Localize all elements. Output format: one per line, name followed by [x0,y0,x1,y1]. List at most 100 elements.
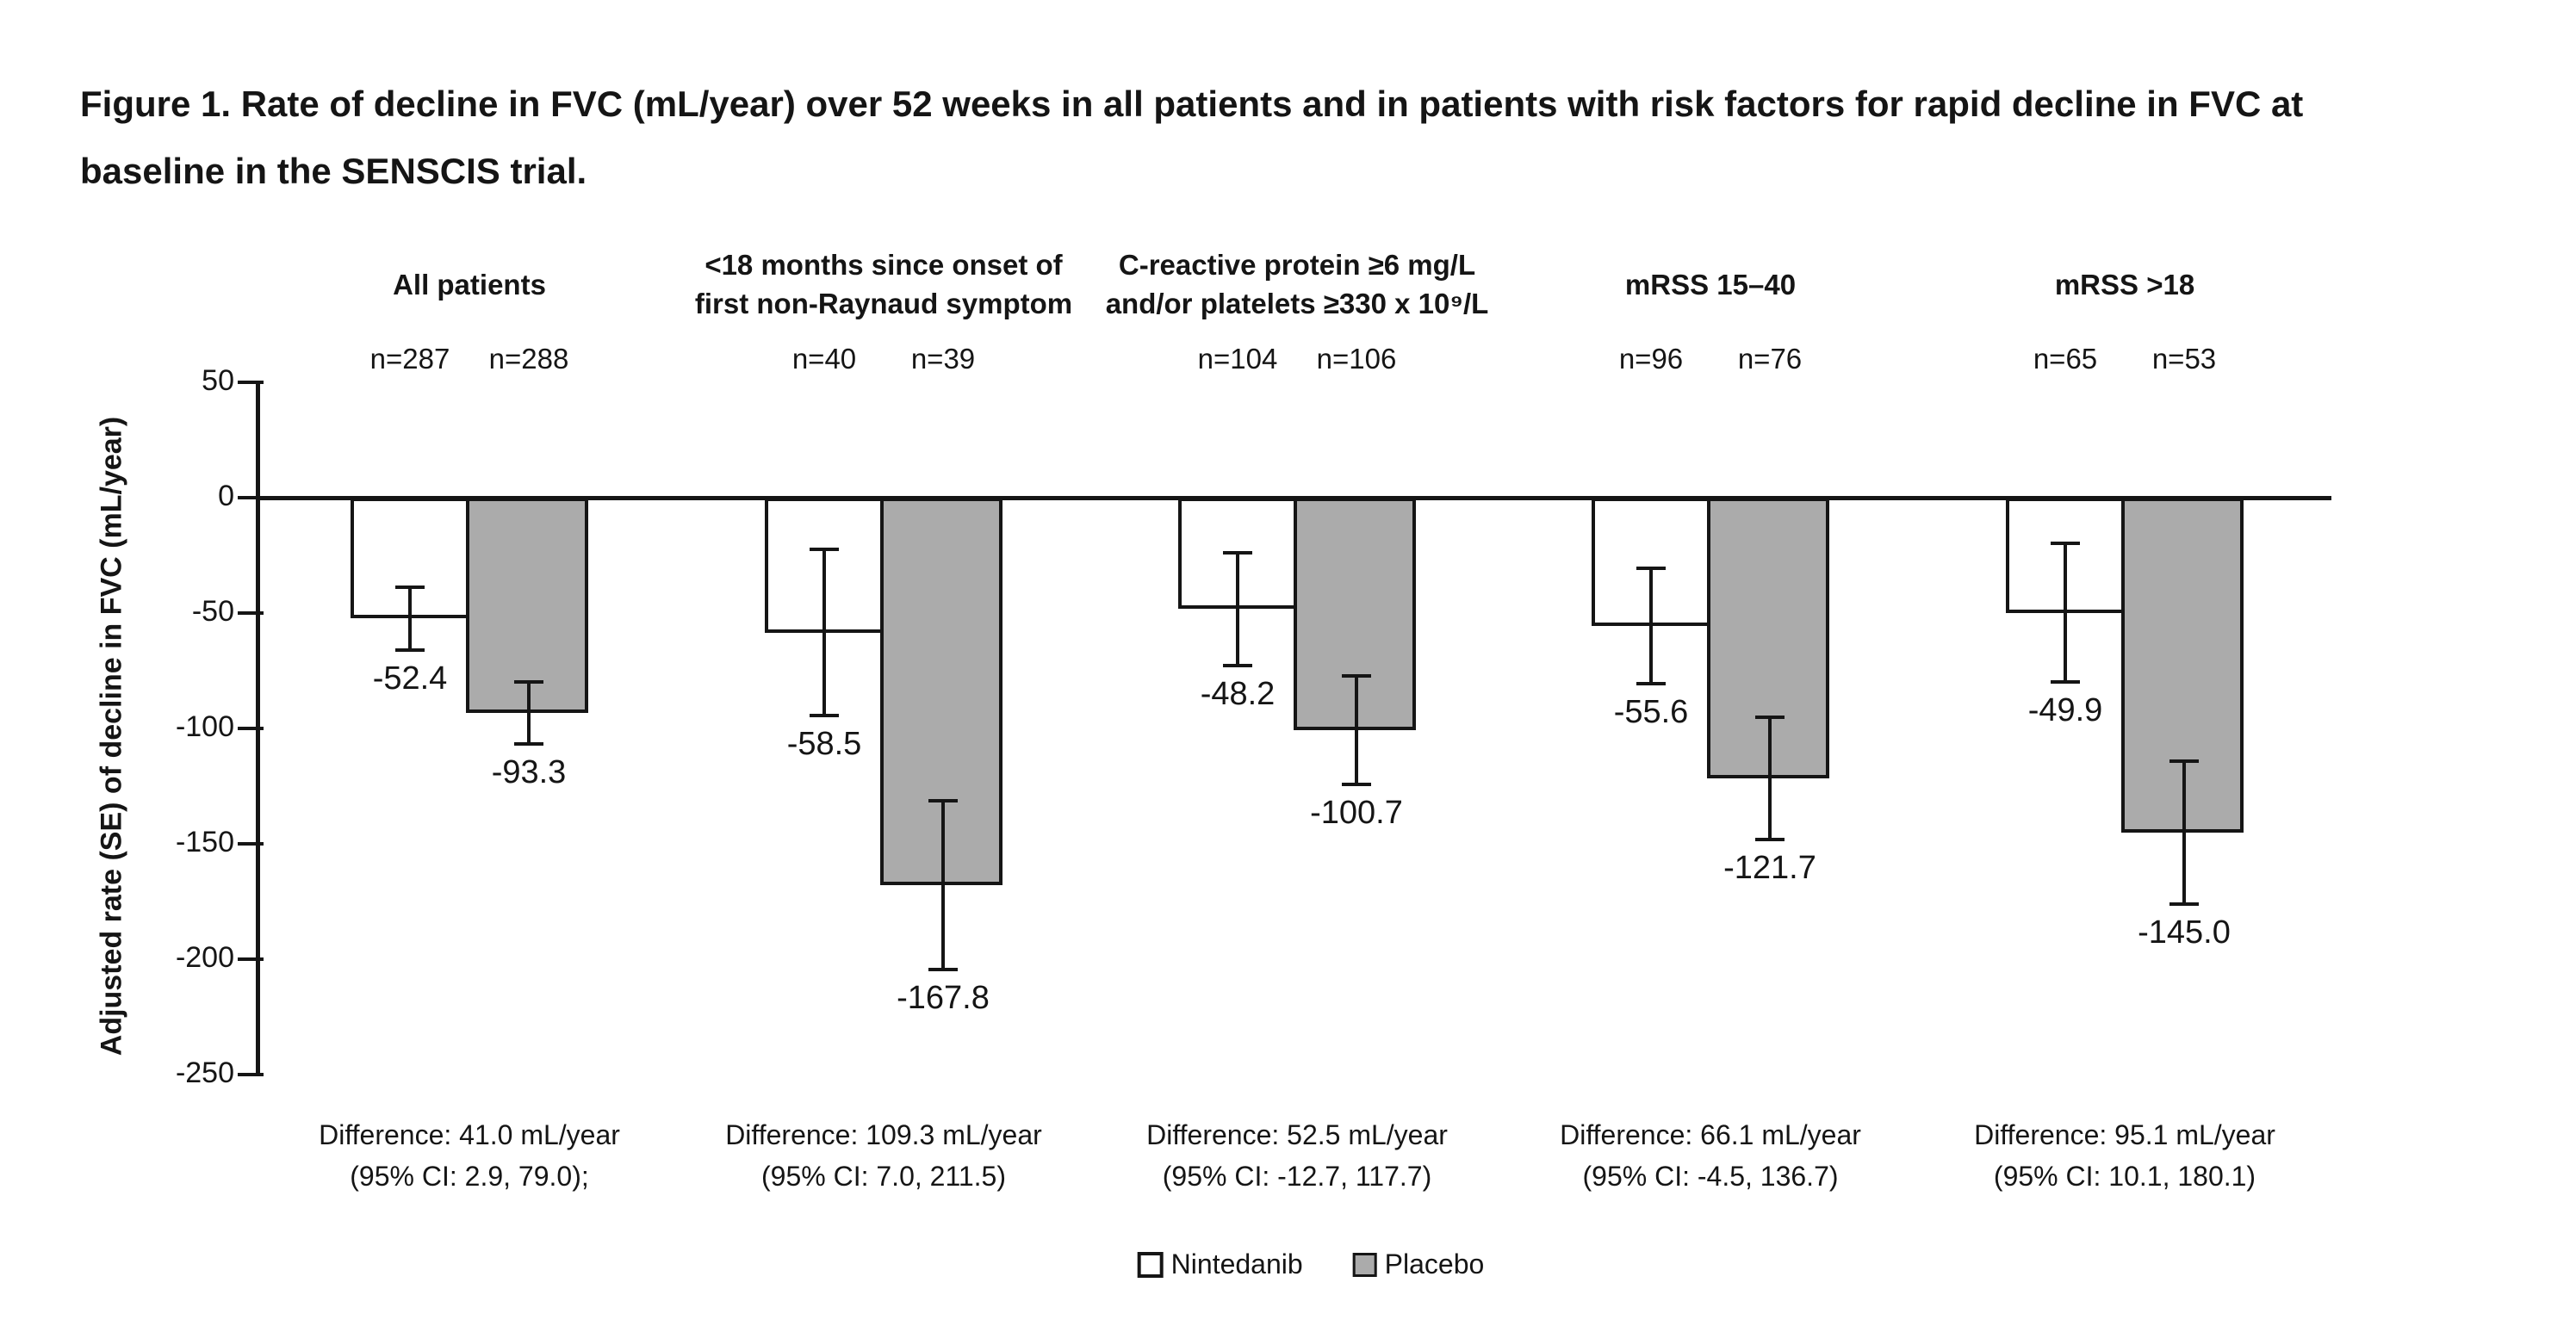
error-bar [2182,760,2186,904]
group-header: All patients [228,241,711,327]
group-header: <18 months since onset of first non-Rayna… [642,241,1125,327]
n-label: n=39 [910,343,976,375]
difference-label: Difference: 95.1 mL/year (95% CI: 10.1, 1… [1884,1114,2366,1197]
y-axis-tick [238,611,264,615]
y-axis-tick-label: -150 [175,826,234,858]
value-label: -55.6 [1613,694,1689,730]
group-header: mRSS >18 [1884,241,2366,327]
error-bar-cap [810,714,839,718]
difference-line: Difference: 109.3 mL/year [725,1119,1042,1150]
difference-line: (95% CI: 10.1, 180.1) [1993,1161,2256,1192]
y-axis-tick [238,1073,264,1076]
value-label: -93.3 [491,754,567,791]
y-axis-tick-label: 0 [218,480,234,512]
y-axis-tick-label: -100 [175,710,234,743]
legend-swatch-placebo-icon [1352,1252,1377,1277]
value-label: -52.4 [372,660,448,697]
y-axis-tick [238,842,264,846]
difference-label: Difference: 41.0 mL/year (95% CI: 2.9, 79… [228,1114,711,1197]
y-axis-tick [238,381,264,384]
difference-label: Difference: 66.1 mL/year (95% CI: -4.5, 1… [1469,1114,1952,1197]
group-header-line: and/or platelets ≥330 x 10⁹/L [1105,288,1489,319]
y-axis-tick-label: -200 [175,941,234,974]
legend-item-nintedanib: Nintedanib [1137,1249,1303,1280]
error-bar-cap [1755,838,1785,842]
difference-label: Difference: 109.3 mL/year (95% CI: 7.0, 2… [642,1114,1125,1197]
y-axis-tick-label: 50 [202,364,234,397]
group-header-line: All patients [393,268,546,301]
error-bar-cap [1636,567,1666,570]
error-bar-cap [395,586,425,590]
error-bar [1649,568,1653,684]
group-header-line: mRSS 15–40 [1624,268,1797,301]
error-bar-cap [1223,663,1252,667]
error-bar-cap [1223,550,1252,555]
error-bar-cap [1755,716,1785,720]
y-axis-tick-label: -50 [191,595,234,628]
y-axis-tick [238,957,264,961]
error-bar-cap [1342,782,1371,786]
error-bar [1768,717,1772,840]
difference-line: (95% CI: 2.9, 79.0); [350,1161,589,1192]
difference-line: Difference: 95.1 mL/year [1974,1119,2275,1150]
bar-placebo [466,498,588,714]
error-bar [408,587,412,650]
n-label: n=40 [791,343,857,375]
y-axis-tick [238,496,264,499]
error-bar-cap [2051,542,2080,546]
y-axis-tick [238,727,264,730]
group-header-line: C-reactive protein ≥6 mg/L [1118,249,1476,281]
value-label: -145.0 [2138,914,2231,951]
error-bar [1355,675,1358,784]
n-label: n=96 [1618,343,1684,375]
error-bar [527,681,531,745]
difference-line: Difference: 52.5 mL/year [1146,1119,1448,1150]
value-label: -58.5 [786,726,862,763]
error-bar-cap [2169,759,2199,763]
error-bar-cap [2051,680,2080,685]
y-axis-tick-label: -250 [175,1056,234,1089]
error-bar-cap [2169,902,2199,906]
value-label: -121.7 [1723,850,1816,887]
error-bar [1236,552,1239,666]
value-label: -49.9 [2027,692,2103,729]
value-label: -100.7 [1310,794,1403,831]
group-header: C-reactive protein ≥6 mg/L and/or platele… [1056,241,1538,327]
n-label: n=65 [2033,343,2098,375]
value-label: -167.8 [897,979,990,1016]
error-bar [2064,543,2067,683]
difference-label: Difference: 52.5 mL/year (95% CI: -12.7, … [1056,1114,1538,1197]
error-bar-cap [395,648,425,652]
n-label: n=288 [488,343,569,375]
error-bar-cap [1636,682,1666,685]
legend-label-placebo: Placebo [1384,1249,1485,1280]
difference-line: (95% CI: -4.5, 136.7) [1582,1161,1839,1192]
difference-line: (95% CI: -12.7, 117.7) [1162,1161,1432,1192]
error-bar-cap [928,798,958,802]
figure-title-line1: Figure 1. Rate of decline in FVC (mL/yea… [80,84,2304,124]
error-bar [941,800,945,970]
legend-item-placebo: Placebo [1352,1249,1485,1280]
legend: Nintedanib Placebo [1137,1249,1485,1280]
n-label: n=104 [1197,343,1278,375]
legend-label-nintedanib: Nintedanib [1170,1249,1303,1280]
difference-line: (95% CI: 7.0, 211.5) [761,1161,1006,1192]
error-bar-cap [1342,673,1371,678]
difference-line: Difference: 66.1 mL/year [1560,1119,1861,1150]
legend-swatch-nintedanib-icon [1137,1251,1164,1278]
n-label: n=53 [2151,343,2217,375]
n-label: n=76 [1737,343,1803,375]
group-header-line: first non-Raynaud symptom [694,288,1073,319]
error-bar-cap [810,548,839,552]
group-header-line: <18 months since onset of [705,249,1063,281]
n-label: n=287 [369,343,450,375]
difference-line: Difference: 41.0 mL/year [319,1119,620,1150]
error-bar-cap [928,967,958,971]
group-header: mRSS 15–40 [1469,241,1952,327]
error-bar-cap [514,679,543,684]
error-bar-cap [514,742,543,747]
figure-title-line2: baseline in the SENSCIS trial. [80,151,587,191]
value-label: -48.2 [1200,675,1276,712]
n-label: n=106 [1316,343,1397,375]
